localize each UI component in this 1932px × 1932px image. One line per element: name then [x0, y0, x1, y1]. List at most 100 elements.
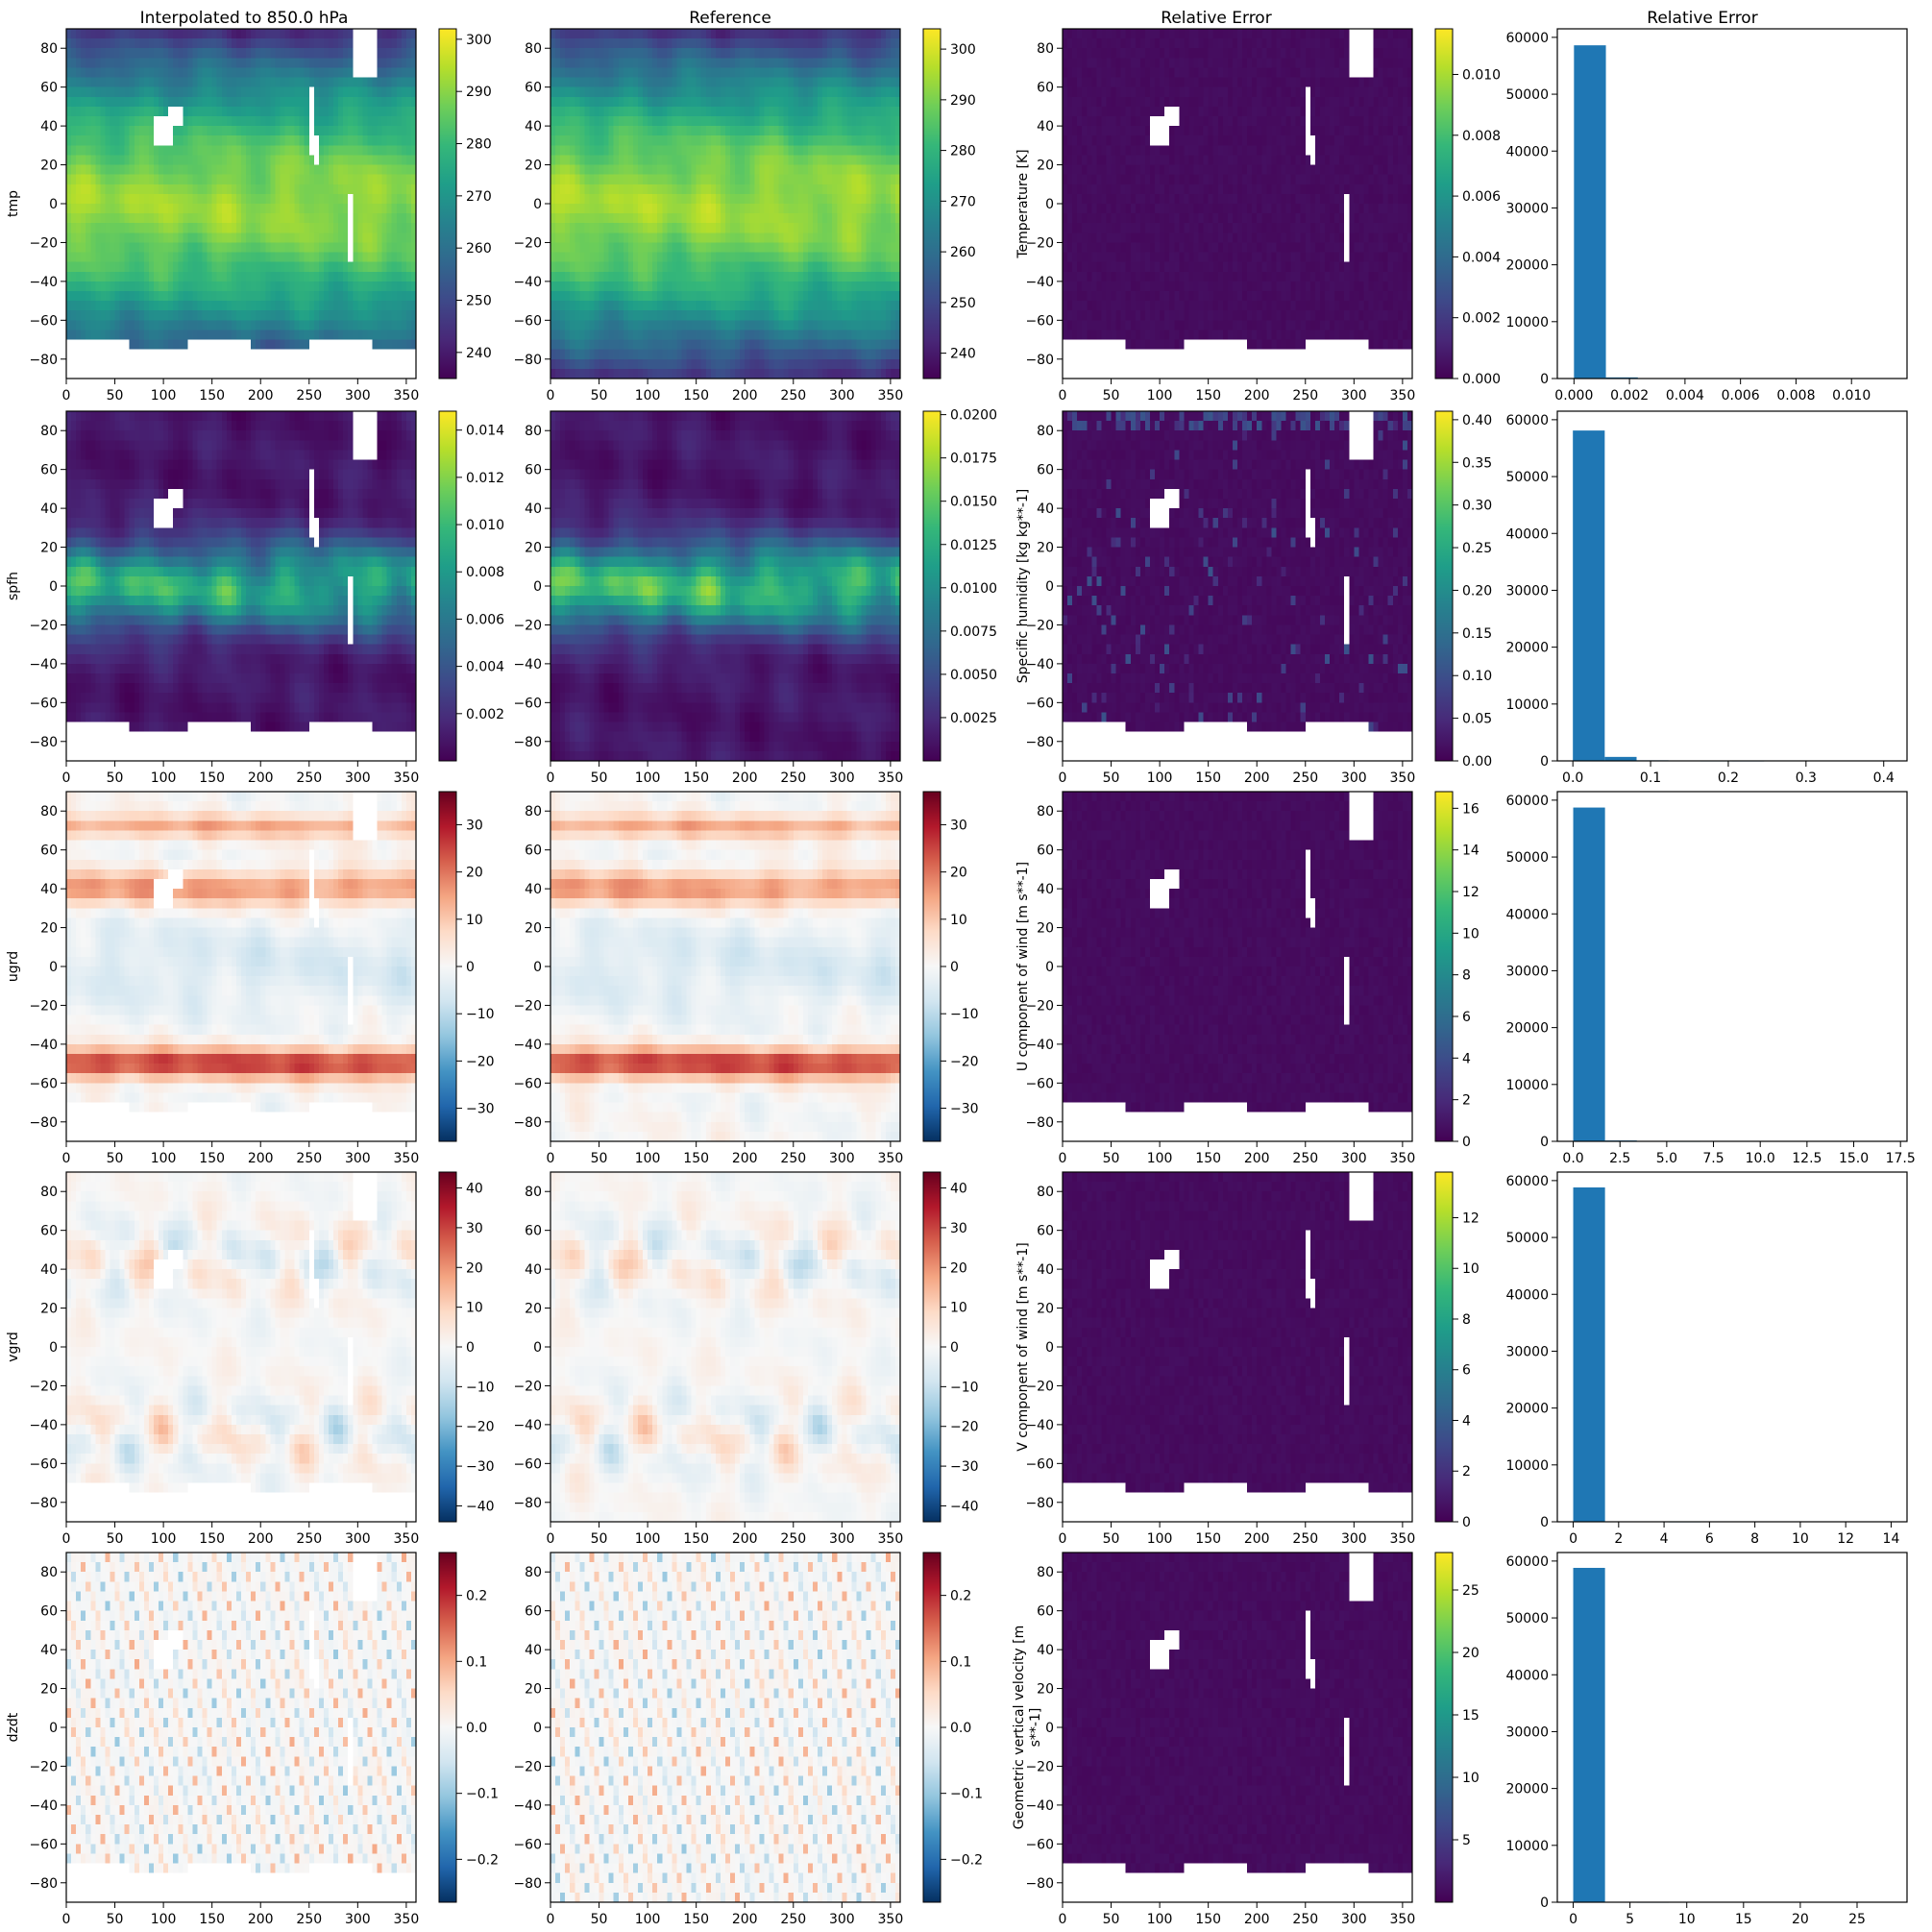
ref-tmp-cell	[797, 291, 804, 302]
interp-tmp-cell	[110, 213, 116, 224]
ref-tmp-cell	[710, 252, 717, 263]
ref-tmp-cell	[627, 145, 634, 157]
interp-tmp-cell	[353, 116, 358, 127]
ref-tmp-cell	[764, 29, 770, 39]
interp-tmp-cell	[66, 368, 72, 379]
interp-tmp-cell	[256, 310, 261, 321]
ref-tmp-cell	[584, 242, 591, 254]
ref-tmp-cell	[648, 164, 653, 176]
ref-tmp-cell	[851, 281, 858, 292]
interp-tmp-cell	[318, 213, 325, 224]
ref-tmp-cell	[807, 116, 814, 127]
ref-tmp-cell	[773, 116, 780, 127]
interp-tmp-cell	[372, 96, 379, 108]
interp-tmp-cell	[333, 38, 339, 49]
interp-tmp-cell	[71, 232, 77, 244]
interp-tmp-cell	[333, 174, 339, 185]
ref-tmp-cell	[764, 48, 770, 59]
interp-tmp-cell	[289, 164, 296, 176]
ref-tmp-cell	[667, 174, 673, 185]
ref-tmp-cell	[788, 291, 795, 302]
ref-tmp-cell	[827, 193, 833, 205]
interp-tmp-cell	[154, 183, 159, 195]
ref-tmp-cell	[837, 291, 843, 302]
ref-tmp-cell	[550, 252, 556, 263]
ref-tmp-cell	[856, 232, 863, 244]
interp-tmp-cell	[362, 223, 369, 233]
ref-tmp-cell	[594, 252, 600, 263]
interp-tmp-cell	[329, 126, 334, 136]
interp-tmp-cell	[256, 96, 261, 108]
ref-tmp-cell	[565, 48, 571, 59]
ref-tmp-cell	[807, 232, 814, 244]
interp-tmp-cell	[353, 291, 358, 302]
interp-tmp-cell	[90, 155, 96, 166]
ref-tmp-cell	[769, 252, 775, 263]
interp-tmp-cell	[178, 320, 183, 331]
interp-tmp-cell	[386, 349, 393, 360]
interp-tmp-cell	[231, 252, 237, 263]
interp-tmp-cell	[148, 193, 155, 205]
ref-tmp-cell	[740, 67, 746, 79]
interp-tmp-cell	[71, 126, 77, 136]
ref-tmp-cell	[603, 183, 610, 195]
interp-tmp-cell	[134, 320, 140, 331]
ref-tmp-cell	[555, 86, 561, 98]
ref-tmp-cell	[890, 320, 896, 331]
interp-tmp-cell	[405, 183, 412, 195]
ref-tmp-cell	[710, 242, 717, 254]
interp-tmp-cell	[100, 96, 107, 108]
interp-tmp-cell	[304, 193, 310, 205]
ref-tmp-cell	[686, 29, 693, 39]
interp-tmp-cell	[343, 271, 349, 282]
interp-tmp-cell	[377, 320, 383, 331]
interp-tmp-cell	[294, 291, 301, 302]
interp-tmp-y-tick-label: −80	[29, 353, 58, 368]
ref-tmp-cell	[627, 291, 634, 302]
interp-tmp-cell	[357, 86, 363, 98]
interp-tmp-cell	[168, 281, 174, 292]
ref-tmp-cell	[725, 232, 731, 244]
interp-tmp-cell	[119, 38, 126, 49]
ref-tmp-cell	[681, 155, 688, 166]
interp-tmp-cell	[251, 349, 257, 360]
ref-tmp-cell	[657, 339, 663, 351]
interp-tmp-cell	[163, 271, 169, 282]
ref-tmp-cell	[870, 116, 877, 127]
ref-tmp-cell	[749, 223, 755, 233]
ref-tmp-cell	[875, 213, 882, 224]
interp-tmp-cell	[192, 58, 199, 69]
interp-tmp-cell	[323, 320, 330, 331]
interp-tmp-cell	[124, 86, 131, 98]
ref-tmp-cell	[700, 232, 707, 244]
ref-tmp-cell	[643, 330, 648, 341]
ref-tmp-cell	[715, 261, 721, 273]
interp-tmp-cell	[235, 281, 242, 292]
ref-tmp-cell	[681, 183, 688, 195]
interp-tmp-cell	[163, 261, 169, 273]
interp-tmp-cell	[391, 213, 398, 224]
interp-tmp-cell	[235, 193, 242, 205]
interp-tmp-cell	[159, 320, 164, 331]
ref-tmp-cell	[560, 77, 566, 88]
interp-tmp-cell	[124, 213, 131, 224]
ref-tmp-cell	[735, 271, 741, 282]
interp-tmp-cell	[308, 261, 315, 273]
ref-tmp-cell	[818, 174, 823, 185]
interp-tmp-cell	[183, 106, 188, 117]
ref-tmp-cell	[579, 301, 585, 311]
ref-tmp-cell	[885, 48, 892, 59]
interp-tmp-cell	[299, 271, 306, 282]
interp-tmp-cell	[396, 38, 403, 49]
interp-tmp-cell	[338, 330, 344, 341]
interp-tmp-cell	[294, 271, 301, 282]
interp-tmp-cell	[381, 232, 388, 244]
interp-tmp-cell	[71, 96, 77, 108]
ref-tmp-cell	[623, 155, 629, 166]
interp-tmp-cell	[280, 174, 286, 185]
ref-tmp-cell	[832, 96, 838, 108]
interp-tmp-cell	[377, 339, 383, 351]
ref-tmp-cell	[725, 242, 731, 254]
interp-tmp-cell	[396, 252, 403, 263]
interp-tmp-cell	[183, 164, 188, 176]
